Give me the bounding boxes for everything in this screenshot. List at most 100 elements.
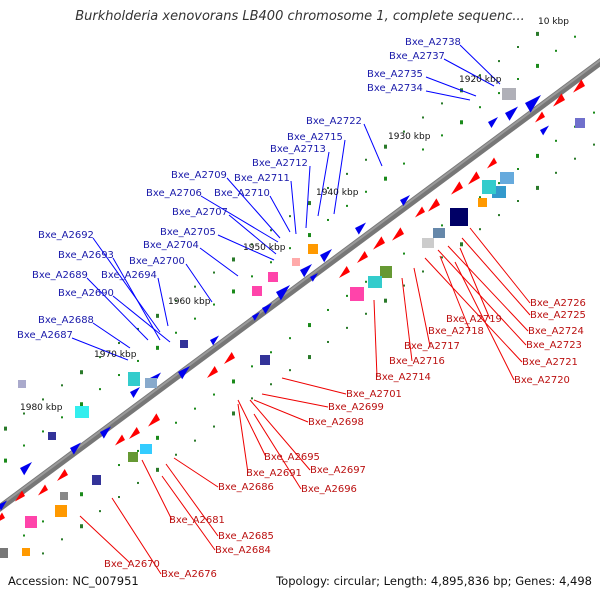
gene-label[interactable]: Bxe_A2670	[104, 559, 160, 570]
gene-label[interactable]: Bxe_A2726	[530, 298, 586, 309]
gene-label[interactable]: Bxe_A2694	[101, 270, 157, 281]
gene-label[interactable]: Bxe_A2712	[252, 158, 308, 169]
gene-label[interactable]: Bxe_A2692	[38, 230, 94, 241]
scale-label: 1950 kbp	[243, 243, 286, 253]
gene-label[interactable]: Bxe_A2718	[428, 326, 484, 337]
gene-box	[433, 228, 445, 238]
gene-label[interactable]: Bxe_A2722	[306, 116, 362, 127]
tick-dot	[118, 496, 120, 499]
forward-gene-arrow	[252, 312, 260, 321]
gene-label[interactable]: Bxe_A2715	[287, 132, 343, 143]
gene-label[interactable]: Bxe_A2706	[146, 188, 202, 199]
tick-dot	[175, 331, 177, 334]
tick-dot	[156, 313, 159, 318]
gene-label[interactable]: Bxe_A2699	[328, 402, 384, 413]
gene-label[interactable]: Bxe_A2738	[405, 37, 461, 48]
tick-dot	[156, 435, 159, 440]
gene-label[interactable]: Bxe_A2717	[404, 341, 460, 352]
gene-label[interactable]: Bxe_A2713	[270, 144, 326, 155]
tick-dot	[194, 285, 196, 288]
reverse-gene-arrow	[392, 227, 404, 241]
gene-label[interactable]: Bxe_A2720	[514, 375, 570, 386]
gene-label[interactable]: Bxe_A2714	[375, 372, 431, 383]
tick-dot	[346, 294, 348, 297]
tick-dot	[80, 402, 83, 407]
gene-label[interactable]: Bxe_A2704	[143, 240, 199, 251]
tick-dot	[137, 327, 139, 330]
tick-dot	[289, 337, 291, 340]
label-lines	[71, 44, 531, 575]
gene-label[interactable]: Bxe_A2724	[528, 326, 584, 337]
gene-label[interactable]: Bxe_A2691	[246, 468, 302, 479]
forward-gene-arrow	[400, 195, 410, 206]
tick-dot	[118, 342, 120, 345]
gene-label[interactable]: Bxe_A2723	[526, 340, 582, 351]
reverse-gene-arrow	[373, 236, 385, 250]
gene-label[interactable]: Bxe_A2734	[367, 83, 423, 94]
gene-label[interactable]: Bxe_A2698	[308, 417, 364, 428]
gene-label[interactable]: Bxe_A2700	[129, 256, 185, 267]
gene-label[interactable]: Bxe_A2725	[530, 310, 586, 321]
gene-label[interactable]: Bxe_A2735	[367, 69, 423, 80]
tick-dot	[308, 355, 311, 360]
tick-dot	[327, 340, 329, 343]
label-line	[424, 257, 523, 363]
gene-label[interactable]: Bxe_A2687	[17, 330, 73, 341]
tick-dot	[270, 351, 272, 354]
gene-label[interactable]: Bxe_A2696	[301, 484, 357, 495]
gene-label[interactable]: Bxe_A2710	[214, 188, 270, 199]
forward-gene-arrow	[505, 106, 518, 121]
tick-dot	[422, 270, 424, 273]
gene-label[interactable]: Bxe_A2689	[32, 270, 88, 281]
gene-label[interactable]: Bxe_A2711	[234, 173, 290, 184]
gene-label[interactable]: Bxe_A2697	[310, 465, 366, 476]
tick-dot	[517, 200, 519, 202]
forward-gene-arrow	[70, 442, 81, 455]
gene-label[interactable]: Bxe_A2688	[38, 315, 94, 326]
gene-label[interactable]: Bxe_A2721	[522, 357, 578, 368]
tick-dot	[384, 144, 387, 149]
gene-box	[145, 378, 157, 388]
tick-dot	[289, 215, 291, 218]
forward-gene-arrow	[525, 95, 541, 113]
gene-label[interactable]: Bxe_A2701	[346, 389, 402, 400]
reverse-gene-arrow	[0, 512, 5, 521]
label-line	[112, 295, 171, 343]
tick-dot	[517, 168, 519, 170]
tick-dot	[42, 398, 44, 401]
genome-summary: Topology: circular; Length: 4,895,836 bp…	[276, 574, 592, 588]
gene-label[interactable]: Bxe_A2716	[389, 356, 445, 367]
gene-box	[75, 406, 89, 418]
tick-dot	[23, 534, 25, 537]
gene-label[interactable]: Bxe_A2707	[172, 207, 228, 218]
tick-dot	[536, 185, 539, 190]
gene-label[interactable]: Bxe_A2681	[169, 515, 225, 526]
reverse-gene-arrow	[57, 468, 68, 482]
gene-label[interactable]: Bxe_A2705	[160, 227, 216, 238]
gene-label[interactable]: Bxe_A2719	[446, 314, 502, 325]
gene-label[interactable]: Bxe_A2693	[58, 250, 114, 261]
gene-label[interactable]: Bxe_A2695	[264, 452, 320, 463]
tick-dot	[42, 520, 44, 523]
label-line	[425, 90, 471, 101]
tick-dot	[270, 383, 272, 386]
gene-label[interactable]: Bxe_A2686	[218, 482, 274, 493]
gene-label[interactable]: Bxe_A2685	[218, 531, 274, 542]
gene-label[interactable]: Bxe_A2676	[161, 569, 217, 580]
gene-label[interactable]: Bxe_A2709	[171, 170, 227, 181]
gene-label[interactable]: Bxe_A2690	[58, 288, 114, 299]
tick-dot	[4, 426, 7, 431]
tick-dot	[23, 444, 25, 447]
label-line	[469, 227, 531, 304]
tick-dot	[118, 464, 120, 467]
tick-dot	[308, 233, 311, 238]
tick-dot	[517, 78, 519, 80]
gene-box	[380, 266, 392, 278]
forward-gene-arrow	[178, 366, 190, 380]
gene-label[interactable]: Bxe_A2684	[215, 545, 271, 556]
reverse-gene-arrow	[15, 490, 25, 502]
tick-dot	[498, 214, 500, 217]
gene-label[interactable]: Bxe_A2737	[389, 51, 445, 62]
label-line	[92, 237, 161, 333]
